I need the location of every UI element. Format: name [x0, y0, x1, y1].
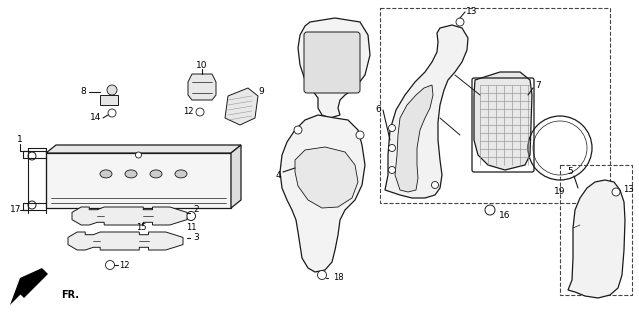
Polygon shape [46, 145, 241, 153]
Ellipse shape [150, 170, 162, 178]
Text: 7: 7 [535, 81, 541, 90]
Ellipse shape [125, 170, 137, 178]
Circle shape [485, 205, 495, 215]
Text: 5: 5 [567, 167, 573, 177]
Text: 15: 15 [135, 223, 146, 233]
Polygon shape [295, 147, 358, 208]
Circle shape [612, 188, 620, 196]
Circle shape [108, 109, 116, 117]
Circle shape [135, 152, 141, 158]
Polygon shape [298, 18, 370, 118]
Circle shape [389, 124, 396, 132]
Circle shape [356, 131, 364, 139]
Circle shape [137, 212, 146, 220]
Circle shape [28, 201, 36, 209]
Text: 6: 6 [375, 106, 381, 115]
Text: 16: 16 [499, 211, 511, 220]
Polygon shape [68, 232, 183, 250]
Circle shape [389, 166, 396, 173]
Circle shape [294, 126, 302, 134]
Circle shape [107, 85, 117, 95]
Polygon shape [231, 145, 241, 208]
Circle shape [196, 108, 204, 116]
Circle shape [187, 212, 196, 220]
Text: 12: 12 [119, 260, 129, 269]
Text: 9: 9 [258, 87, 264, 97]
Polygon shape [225, 88, 258, 125]
Circle shape [389, 145, 396, 151]
Text: 19: 19 [554, 188, 566, 196]
Polygon shape [188, 74, 216, 100]
FancyBboxPatch shape [46, 153, 231, 208]
Polygon shape [72, 207, 187, 225]
Text: FR.: FR. [61, 290, 79, 300]
Polygon shape [10, 268, 42, 305]
Polygon shape [280, 115, 365, 272]
Text: 10: 10 [196, 60, 208, 69]
Text: 14: 14 [90, 114, 102, 123]
Text: 1: 1 [17, 135, 23, 145]
Circle shape [318, 270, 327, 279]
Polygon shape [385, 25, 468, 198]
Polygon shape [474, 72, 532, 170]
Ellipse shape [175, 170, 187, 178]
Text: 13: 13 [466, 7, 478, 17]
FancyBboxPatch shape [304, 32, 360, 93]
Circle shape [28, 152, 36, 160]
Text: 4: 4 [275, 171, 281, 180]
Text: 2: 2 [193, 205, 199, 214]
Text: 12: 12 [183, 108, 193, 116]
Circle shape [431, 181, 438, 188]
Text: 8: 8 [80, 87, 86, 97]
Circle shape [105, 260, 114, 269]
Polygon shape [395, 85, 433, 192]
Polygon shape [568, 180, 625, 298]
Text: 18: 18 [333, 274, 343, 283]
Bar [380, 8, 610, 203]
Text: 13: 13 [622, 186, 633, 195]
Polygon shape [18, 268, 48, 298]
Bar [560, 165, 632, 295]
Circle shape [456, 18, 464, 26]
Text: 17: 17 [10, 205, 22, 214]
Text: 3: 3 [193, 234, 199, 243]
FancyBboxPatch shape [100, 95, 118, 105]
Ellipse shape [100, 170, 112, 178]
Text: 11: 11 [186, 223, 196, 233]
